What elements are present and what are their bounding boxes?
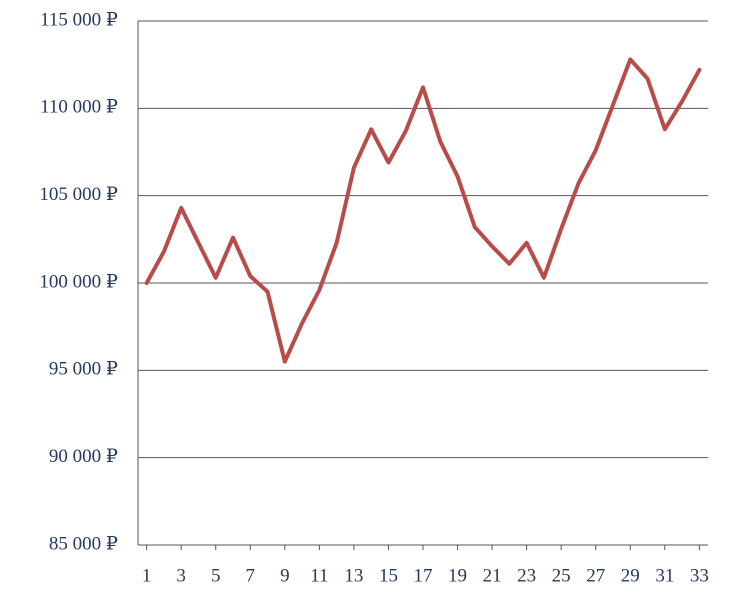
x-tick-label: 1 xyxy=(142,565,152,586)
x-tick-label: 7 xyxy=(246,565,256,586)
x-tick-label: 33 xyxy=(690,565,709,586)
y-tick-label: 115 000 ₽ xyxy=(40,9,118,30)
x-tick-label: 11 xyxy=(310,565,328,586)
x-tick-label: 31 xyxy=(655,565,674,586)
x-tick-label: 19 xyxy=(448,565,467,586)
x-tick-label: 17 xyxy=(414,565,433,586)
y-tick-label: 85 000 ₽ xyxy=(49,533,118,554)
x-tick-label: 27 xyxy=(586,565,605,586)
y-tick-label: 105 000 ₽ xyxy=(39,184,118,205)
y-tick-label: 100 000 ₽ xyxy=(39,271,118,292)
x-tick-label: 9 xyxy=(280,565,290,586)
x-tick-label: 21 xyxy=(483,565,502,586)
x-tick-label: 3 xyxy=(176,565,186,586)
y-tick-label: 110 000 ₽ xyxy=(40,97,118,118)
x-tick-label: 5 xyxy=(211,565,221,586)
x-tick-label: 13 xyxy=(344,565,363,586)
x-tick-label: 15 xyxy=(379,565,398,586)
x-tick-label: 29 xyxy=(621,565,640,586)
y-tick-label: 95 000 ₽ xyxy=(49,359,118,380)
line-series xyxy=(144,57,702,364)
y-tick-label: 90 000 ₽ xyxy=(49,446,118,467)
x-tick-label: 23 xyxy=(517,565,536,586)
x-tick-label: 25 xyxy=(552,565,571,586)
